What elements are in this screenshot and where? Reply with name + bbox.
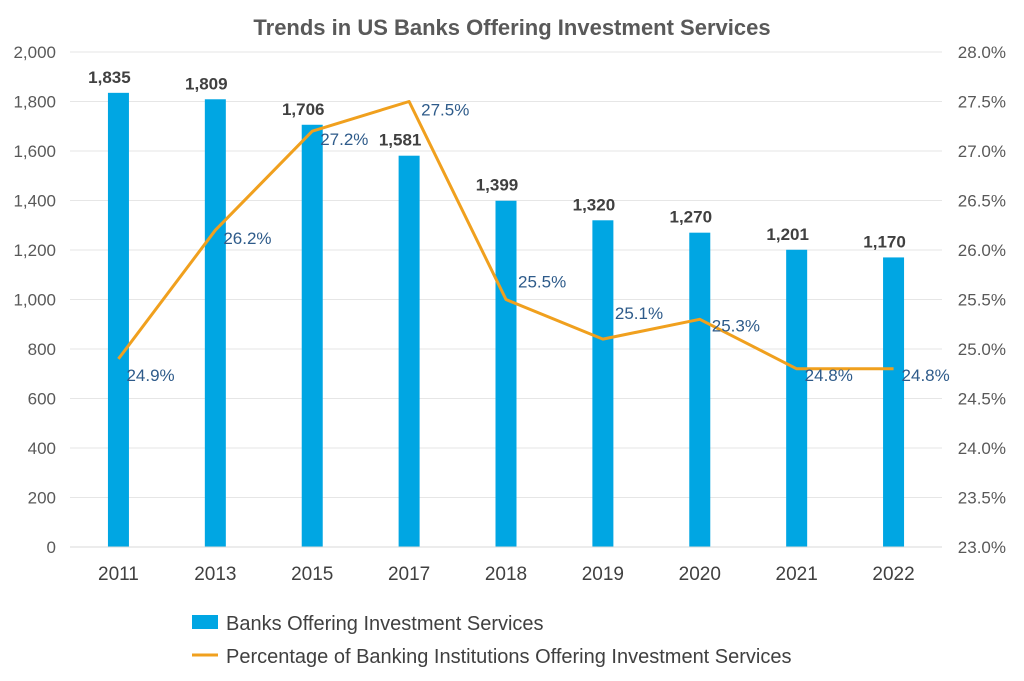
bar-series <box>107 92 905 548</box>
x-tick-label: 2013 <box>194 564 236 585</box>
line-value-label: 25.3% <box>712 316 760 335</box>
line-value-label: 24.9% <box>126 366 174 385</box>
y-right-tick-label: 26.0% <box>958 241 1006 260</box>
bar-value-label: 1,170 <box>863 232 906 251</box>
bar-value-label: 1,835 <box>88 68 131 87</box>
bar <box>398 155 420 547</box>
y-right-tick-label: 24.5% <box>958 390 1006 409</box>
y-left-tick-label: 1,000 <box>13 291 56 310</box>
x-tick-label: 2015 <box>291 564 333 585</box>
legend-bar-label: Banks Offering Investment Services <box>226 613 544 635</box>
x-tick-label: 2019 <box>582 564 624 585</box>
y-right-tick-label: 23.5% <box>958 489 1006 508</box>
bar <box>786 249 808 547</box>
bar <box>883 257 905 547</box>
y-right-tick-label: 24.0% <box>958 439 1006 458</box>
legend: Banks Offering Investment Services Percen… <box>192 613 792 668</box>
bar-value-label: 1,270 <box>670 208 713 227</box>
y-left-tick-label: 1,600 <box>13 142 56 161</box>
bar <box>204 99 226 548</box>
y-right-tick-label: 27.0% <box>958 142 1006 161</box>
y-left-tick-label: 1,400 <box>13 192 56 211</box>
data-labels: 1,835 1,809 1,706 1,581 1,399 1,320 1,270 1,201… <box>88 68 950 385</box>
bar <box>592 220 614 548</box>
bar-value-label: 1,581 <box>379 131 422 150</box>
line-value-label: 27.5% <box>421 101 469 120</box>
line-value-label: 27.2% <box>320 130 368 149</box>
y-right-tick-label: 26.5% <box>958 192 1006 211</box>
axes: 0 200 400 600 800 1,000 1,200 1,400 1,600 1,800 2,… <box>13 43 1006 585</box>
y-left-tick-label: 2,000 <box>13 43 56 62</box>
chart-title: Trends in US Banks Offering Investment S… <box>253 15 770 40</box>
y-right-tick-label: 28.0% <box>958 43 1006 62</box>
bar <box>689 232 711 548</box>
y-left-tick-label: 1,800 <box>13 93 56 112</box>
legend-line-label: Percentage of Banking Institutions Offer… <box>226 646 792 668</box>
line-value-label: 26.2% <box>223 229 271 248</box>
x-tick-label: 2011 <box>98 564 139 585</box>
line-value-label: 24.8% <box>902 366 950 385</box>
x-tick-label: 2022 <box>872 564 914 585</box>
y-right-tick-label: 25.5% <box>958 291 1006 310</box>
y-right-tick-label: 25.0% <box>958 340 1006 359</box>
y-left-tick-label: 0 <box>47 538 56 557</box>
y-left-tick-label: 400 <box>28 439 56 458</box>
line-value-label: 24.8% <box>805 366 853 385</box>
legend-bar-swatch <box>192 615 218 629</box>
x-tick-label: 2017 <box>388 564 430 585</box>
x-tick-label: 2020 <box>679 564 721 585</box>
bar-value-label: 1,201 <box>766 225 809 244</box>
y-right-tick-label: 27.5% <box>958 93 1006 112</box>
line-value-label: 25.1% <box>615 304 663 323</box>
bar-value-label: 1,320 <box>573 195 616 214</box>
line-value-label: 25.5% <box>518 273 566 292</box>
line-series <box>117 100 894 371</box>
bar-value-label: 1,706 <box>282 100 325 119</box>
y-left-tick-label: 1,200 <box>13 241 56 260</box>
bar-value-label: 1,809 <box>185 74 228 93</box>
bar <box>301 124 323 547</box>
y-left-tick-label: 600 <box>28 390 56 409</box>
bar-value-label: 1,399 <box>476 176 519 195</box>
line-series-path <box>117 100 894 371</box>
bar <box>107 92 129 548</box>
x-tick-label: 2021 <box>776 564 818 585</box>
y-right-tick-label: 23.0% <box>958 538 1006 557</box>
bar <box>495 200 517 547</box>
x-tick-label: 2018 <box>485 564 527 585</box>
y-left-tick-label: 200 <box>28 489 56 508</box>
y-left-tick-label: 800 <box>28 340 56 359</box>
